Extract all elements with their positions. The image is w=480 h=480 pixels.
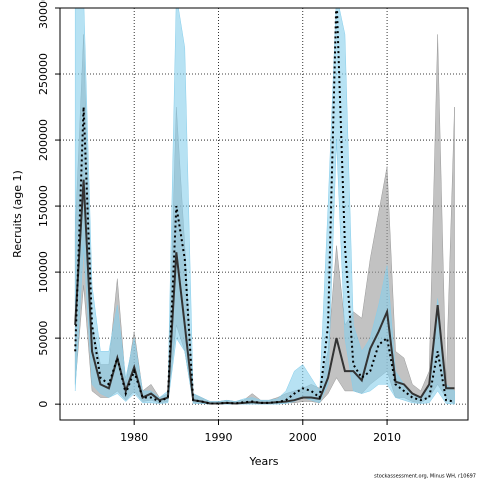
y-tick-label: 300000 bbox=[37, 0, 50, 29]
x-axis-label: Years bbox=[248, 455, 278, 468]
x-tick-label: 1990 bbox=[204, 431, 232, 444]
y-axis-label: Recruits (age 1) bbox=[11, 170, 24, 258]
y-tick-label: 200000 bbox=[37, 119, 50, 161]
y-tick-label: 0 bbox=[37, 401, 50, 408]
footnote: stockassessment.org, Minus WH, r10697 bbox=[374, 474, 476, 480]
confidence-band bbox=[74, 8, 455, 405]
y-tick-label: 150000 bbox=[37, 185, 50, 227]
y-tick-label: 100000 bbox=[37, 251, 50, 293]
plot-area bbox=[60, 8, 468, 420]
plot-frame bbox=[59, 7, 469, 421]
x-tick-label: 2000 bbox=[289, 431, 317, 444]
x-tick-label: 1980 bbox=[120, 431, 148, 444]
x-tick-label: 2010 bbox=[373, 431, 401, 444]
y-tick-label: 50000 bbox=[37, 321, 50, 356]
y-tick-label: 250000 bbox=[37, 53, 50, 95]
